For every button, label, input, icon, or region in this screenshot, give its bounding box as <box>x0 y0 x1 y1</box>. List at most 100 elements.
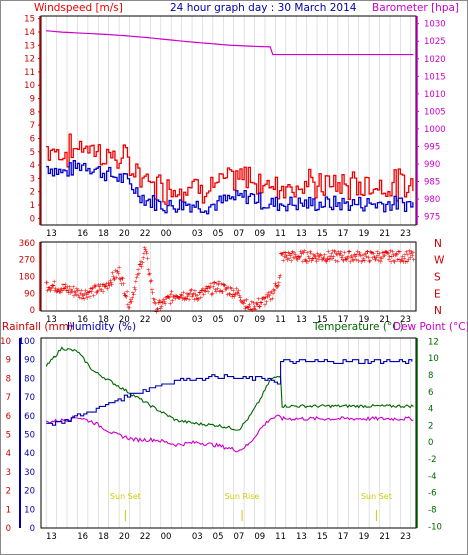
direction-point: + <box>98 286 103 294</box>
direction-point: + <box>71 292 76 300</box>
direction-point: + <box>337 250 342 258</box>
direction-point: + <box>48 286 53 294</box>
direction-point: + <box>247 300 252 308</box>
direction-point: + <box>101 281 106 289</box>
direction-point: + <box>334 250 339 258</box>
direction-point: + <box>62 285 67 293</box>
direction-point: + <box>67 283 72 291</box>
direction-point: + <box>189 292 194 300</box>
direction-point: + <box>390 248 395 256</box>
direction-point: + <box>314 258 319 266</box>
direction-point: + <box>227 290 232 298</box>
direction-point: + <box>202 287 207 295</box>
direction-point: + <box>301 249 306 257</box>
direction-point: + <box>391 251 396 259</box>
direction-point: + <box>49 282 54 290</box>
direction-point: + <box>217 287 222 295</box>
direction-point: + <box>230 291 235 299</box>
direction-point: + <box>326 247 331 255</box>
direction-point: + <box>288 257 293 265</box>
wind-tick: 7 <box>30 121 35 131</box>
direction-point: + <box>110 269 115 277</box>
direction-point: + <box>226 283 231 291</box>
baro-tick: 1015 <box>424 72 446 82</box>
direction-point: + <box>250 306 255 314</box>
direction-point: + <box>246 302 251 310</box>
direction-point: + <box>215 285 220 293</box>
direction-point: + <box>321 254 326 262</box>
direction-point: + <box>223 285 228 293</box>
direction-point: + <box>145 254 150 262</box>
direction-point: + <box>267 289 272 297</box>
direction-point: + <box>60 281 65 289</box>
direction-point: + <box>262 301 267 309</box>
direction-point: + <box>329 255 334 263</box>
direction-point: + <box>258 299 263 307</box>
direction-point: + <box>381 249 386 257</box>
direction-point: + <box>219 288 224 296</box>
direction-point: + <box>229 285 234 293</box>
direction-point: + <box>352 251 357 259</box>
direction-point: + <box>165 293 170 301</box>
direction-point: + <box>362 257 367 265</box>
direction-point: + <box>259 295 264 303</box>
direction-point: + <box>203 285 208 293</box>
baro-tick: 1025 <box>424 37 446 47</box>
direction-point: + <box>208 280 213 288</box>
direction-point: + <box>300 258 305 266</box>
direction-point: + <box>366 253 371 261</box>
direction-point: + <box>85 288 90 296</box>
direction-point: + <box>404 258 409 266</box>
direction-point: + <box>342 248 347 256</box>
direction-point: + <box>189 286 194 294</box>
direction-point: + <box>182 295 187 303</box>
x-tick-label: 18 <box>98 315 109 325</box>
direction-point: + <box>256 295 261 303</box>
direction-point: + <box>382 252 387 260</box>
direction-point: + <box>99 286 104 294</box>
direction-point: + <box>87 293 92 301</box>
direction-tick: 90 <box>24 289 35 299</box>
wind-tick: 5 <box>30 148 35 158</box>
direction-point: + <box>90 284 95 292</box>
direction-point: + <box>73 289 78 297</box>
direction-point: + <box>308 250 313 258</box>
direction-point: + <box>255 301 260 309</box>
direction-point: + <box>43 278 48 286</box>
direction-point: + <box>204 283 209 291</box>
humidity-line <box>46 359 413 426</box>
direction-point: + <box>196 295 201 303</box>
direction-point: + <box>76 292 81 300</box>
direction-point: + <box>165 293 170 301</box>
direction-point: + <box>365 248 370 256</box>
panel-2 <box>40 241 417 312</box>
x-tick-label: 13 <box>296 532 307 542</box>
direction-point: + <box>173 295 178 303</box>
panel-borders <box>40 15 417 529</box>
direction-point: + <box>213 286 218 294</box>
humidity-tick: 50 <box>24 431 35 441</box>
direction-point: + <box>340 256 345 264</box>
direction-point: + <box>218 280 223 288</box>
direction-point: + <box>232 291 237 299</box>
direction-point: + <box>372 256 377 264</box>
direction-point: + <box>62 281 67 289</box>
direction-point: + <box>105 285 110 293</box>
direction-point: + <box>277 273 282 281</box>
x-tick-label: 09 <box>254 229 265 239</box>
direction-point: + <box>92 283 97 291</box>
direction-point: + <box>281 248 286 256</box>
direction-point: + <box>410 249 415 257</box>
direction-point: + <box>87 287 92 295</box>
direction-point: + <box>206 282 211 290</box>
direction-point: + <box>155 305 160 313</box>
direction-point: + <box>135 265 140 273</box>
x-tick-label: 16 <box>77 315 88 325</box>
direction-point: + <box>197 289 202 297</box>
direction-point: + <box>261 294 266 302</box>
wind-tick: 9 <box>30 95 35 105</box>
direction-point: + <box>293 251 298 259</box>
direction-point: + <box>152 296 157 304</box>
direction-point: + <box>65 286 70 294</box>
humidity-label: Humidity (%) <box>67 321 136 333</box>
